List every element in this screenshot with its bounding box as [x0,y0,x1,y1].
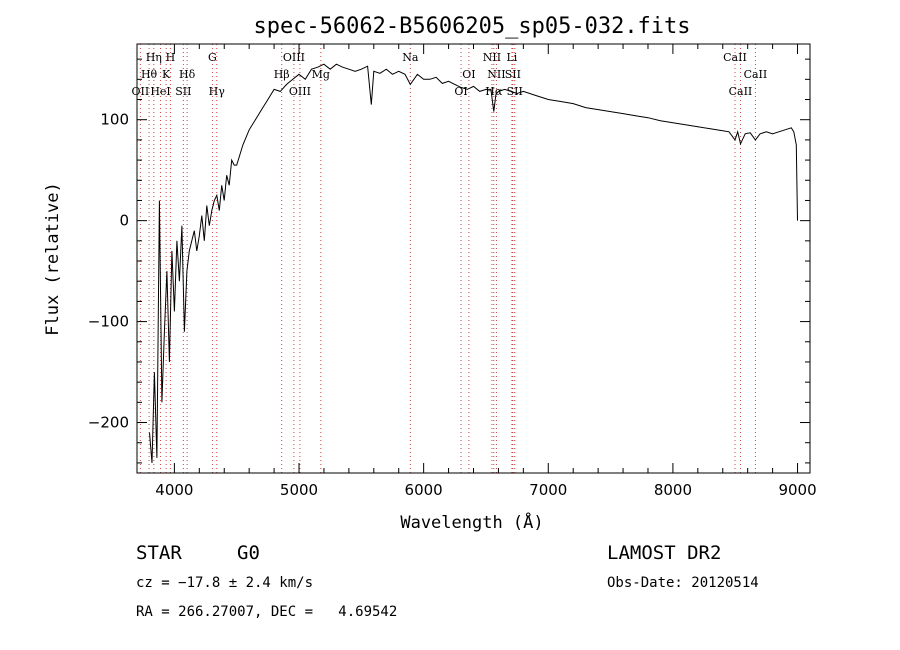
spectral-line-label: SII [175,85,191,98]
spectral-line-label: Hη [146,51,162,64]
redshift-readout: cz = −17.8 ± 2.4 km/s [136,575,314,591]
y-tick-label: −200 [88,414,129,432]
spectral-line-label: Hβ [274,68,290,81]
y-tick-label: 100 [100,111,129,129]
spectral-line-label: OI [462,68,475,81]
chart-title: spec-56062-B5606205_sp05-032.fits [253,14,690,39]
y-tick-label: 0 [119,212,129,230]
spectral-line-label: NII [487,68,505,81]
y-axis-label: Flux (relative) [43,182,63,336]
spectral-line-label: OIII [289,85,311,98]
y-tick-label: −100 [88,313,129,331]
spectral-line-label: Hγ [209,85,226,98]
spectral-line-markers [139,44,756,473]
spectral-line-label: HeI [150,85,170,98]
spectral-line-label: G [208,51,217,64]
spectral-subclass: G0 [237,542,260,564]
spectral-line-label: K [162,68,171,81]
spectral-line-label: Hδ [179,68,196,81]
spectral-line-label: OIII [283,51,305,64]
spectral-line-label: CaII [744,68,768,81]
spectral-line-label: Mg [312,68,330,81]
spectral-line-label: Na [402,51,419,64]
obs-date: Obs-Date: 20120514 [607,575,759,591]
spectral-line-label: OII [132,85,150,98]
spectral-line-label: Li [506,51,517,64]
x-axis-label: Wavelength (Å) [400,511,543,533]
spectral-line-label: CaII [729,85,753,98]
spectral-line-label: Hθ [141,68,158,81]
spectral-line-label: SII [505,68,521,81]
object-class: STAR [136,542,182,564]
plot-frame [136,43,811,474]
x-tick-label: 8000 [654,481,692,499]
spectral-line-label: NII [483,51,501,64]
x-tick-label: 4000 [155,481,193,499]
x-tick-label: 9000 [778,481,816,499]
spectral-line-label: H [166,51,176,64]
spectral-line-label: SII [507,85,523,98]
spectrum-series-line [149,63,798,463]
x-tick-label: 6000 [405,481,443,499]
coordinates: RA = 266.27007, DEC = 4.69542 [136,604,398,620]
survey-name: LAMOST DR2 [607,542,722,564]
spectral-line-label: CaII [723,51,747,64]
x-tick-label: 7000 [529,481,567,499]
x-tick-label: 5000 [280,481,318,499]
spectral-line-label: Hα [485,85,503,98]
axis-ticks: 4000 5000 6000 7000 8000 9000 −200 −100 0 100 [88,44,817,499]
